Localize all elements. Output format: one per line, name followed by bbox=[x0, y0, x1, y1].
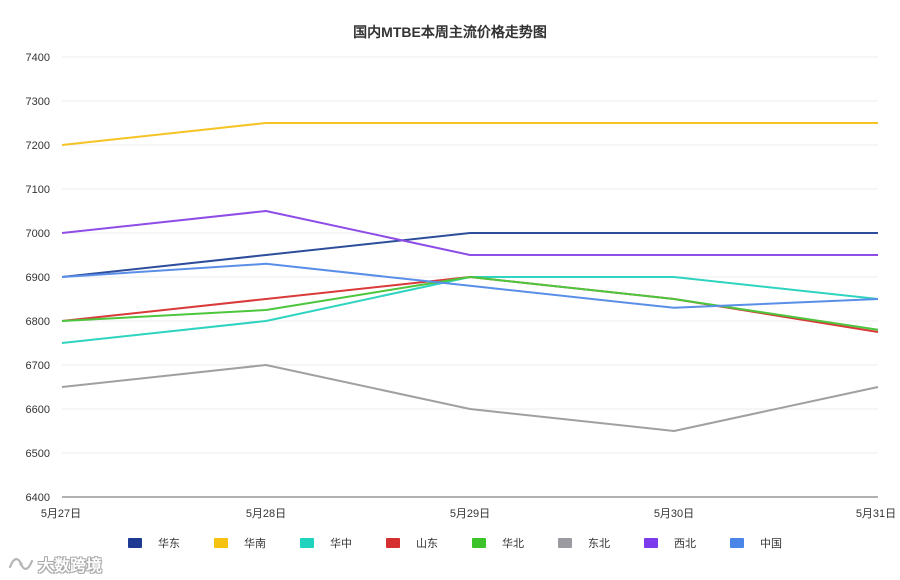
chart-title: 国内MTBE本周主流价格走势图 bbox=[353, 24, 547, 40]
legend-label: 华中 bbox=[330, 536, 352, 550]
series-line-西北 bbox=[61, 210, 878, 256]
series-line-东北 bbox=[61, 364, 879, 432]
y-tick-label: 7100 bbox=[26, 184, 50, 196]
wave-logo-icon bbox=[8, 558, 34, 570]
x-tick-label: 5月28日 bbox=[246, 508, 286, 520]
legend-swatch bbox=[472, 538, 486, 548]
y-axis: 6400 6500 6600 6700 6800 6900 7000 7100 7200 7300… bbox=[26, 52, 50, 504]
legend-label: 东北 bbox=[588, 537, 610, 550]
x-tick-label: 5月31日 bbox=[856, 508, 896, 520]
legend-item: 华中 bbox=[300, 536, 352, 550]
x-tick-label: 5月27日 bbox=[41, 508, 81, 520]
legend-swatch bbox=[300, 538, 314, 548]
watermark-text: 大数跨境 bbox=[38, 558, 103, 575]
series-line-华北 bbox=[61, 276, 879, 331]
legend-label: 山东 bbox=[416, 537, 438, 550]
y-tick-label: 6800 bbox=[26, 316, 50, 328]
series-lines bbox=[61, 122, 879, 432]
legend-label: 华东 bbox=[158, 536, 180, 550]
y-tick-label: 6900 bbox=[26, 272, 50, 284]
legend: 华东 华南 华中 山东 华北 东北 西北 中国 bbox=[128, 536, 782, 550]
legend-label: 中国 bbox=[760, 537, 782, 550]
y-tick-label: 7300 bbox=[26, 96, 50, 108]
legend-label: 华南 bbox=[244, 536, 266, 550]
legend-label: 华北 bbox=[502, 536, 524, 550]
y-tick-label: 6600 bbox=[26, 404, 50, 416]
y-tick-label: 7400 bbox=[26, 52, 50, 64]
legend-item: 华北 bbox=[472, 536, 524, 550]
y-tick-label: 6400 bbox=[26, 492, 50, 504]
series-line-中国 bbox=[61, 262, 879, 309]
legend-item: 华南 bbox=[214, 536, 266, 550]
y-tick-label: 6500 bbox=[26, 448, 50, 460]
series-line-华中 bbox=[61, 276, 879, 344]
legend-swatch bbox=[128, 538, 142, 548]
legend-swatch bbox=[386, 538, 400, 548]
x-axis: 5月27日 5月28日 5月29日 5月30日 5月31日 bbox=[41, 508, 896, 520]
y-tick-label: 7000 bbox=[26, 228, 50, 240]
series-line-华东 bbox=[61, 232, 878, 278]
legend-item: 华东 bbox=[128, 536, 180, 550]
legend-swatch bbox=[644, 538, 658, 548]
legend-label: 西北 bbox=[674, 537, 696, 550]
legend-item: 西北 bbox=[644, 537, 696, 550]
legend-swatch bbox=[214, 538, 228, 548]
legend-item: 中国 bbox=[730, 537, 782, 550]
y-tick-label: 6700 bbox=[26, 360, 50, 372]
legend-swatch bbox=[730, 538, 744, 548]
x-tick-label: 5月29日 bbox=[450, 508, 490, 520]
legend-swatch bbox=[558, 538, 572, 548]
legend-item: 山东 bbox=[386, 537, 438, 550]
x-tick-label: 5月30日 bbox=[654, 508, 694, 520]
series-line-华南 bbox=[61, 122, 878, 146]
legend-item: 东北 bbox=[558, 537, 610, 550]
y-tick-label: 7200 bbox=[26, 140, 50, 152]
watermark: 大数跨境 bbox=[8, 552, 102, 576]
